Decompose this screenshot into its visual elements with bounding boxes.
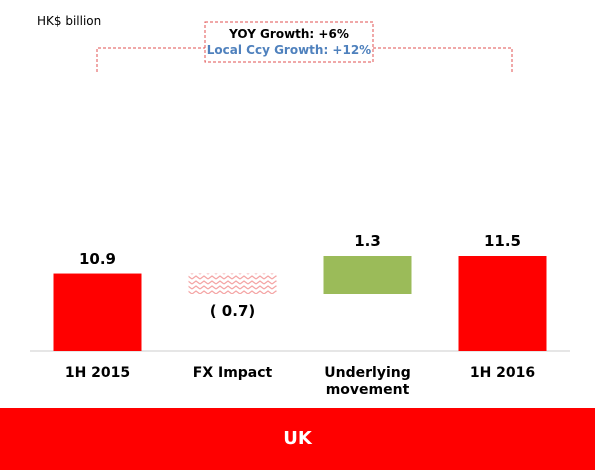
x-tick-label: 1H 2015 bbox=[64, 365, 131, 381]
x-tick-label: FX Impact bbox=[192, 365, 273, 381]
value-label: 11.5 bbox=[483, 232, 521, 250]
bracket-left bbox=[96, 47, 205, 72]
x-tick-label: 1H 2016 bbox=[469, 365, 536, 381]
bar bbox=[188, 273, 277, 294]
value-label: 1.3 bbox=[354, 232, 381, 250]
bar bbox=[458, 256, 547, 351]
chart-canvas bbox=[30, 21, 570, 352]
bracket-right bbox=[373, 47, 513, 72]
bar bbox=[53, 273, 142, 351]
value-label: 10.9 bbox=[78, 249, 116, 268]
annotation: Local Ccy Growth: +12% bbox=[206, 43, 372, 57]
x-tick-label: Underlying movement bbox=[324, 365, 411, 398]
unit-label: HK$ billion bbox=[37, 14, 102, 28]
annotation: YOY Growth: +6% bbox=[229, 27, 349, 41]
annotation-box bbox=[204, 21, 374, 63]
bar bbox=[323, 256, 412, 294]
footer: UK bbox=[0, 408, 595, 470]
value-label: ( 0.7) bbox=[209, 302, 256, 320]
